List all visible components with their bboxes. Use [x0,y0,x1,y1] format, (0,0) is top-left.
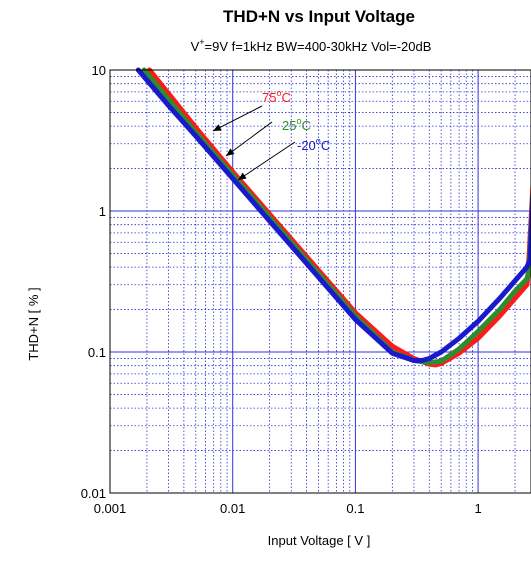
annotation-unit: C [281,90,290,105]
annotation-unit: C [301,118,310,133]
series-line [135,67,531,363]
subtitle-rest: =9V f=1kHz BW=400-30kHz Vol=-20dB [205,39,432,54]
annotation-label: 25oC [282,116,311,133]
y-tick-label: 0.1 [88,345,106,360]
chart-subtitle: V+=9V f=1kHz BW=400-30kHz Vol=-20dB [191,37,432,54]
series-layer [135,67,531,368]
annotation-arrow-line [237,141,296,181]
subtitle-v: V [191,39,200,54]
chart-title: THD+N vs Input Voltage [223,7,415,26]
x-tick-label: 0.01 [220,501,245,516]
annotation-degree: o [316,136,321,146]
annotation-unit: C [321,138,330,153]
x-tick-label: 1 [474,501,481,516]
x-tick-label: 0.1 [346,501,364,516]
annotation-label: -20oC [297,136,330,153]
annotation-value: -20 [297,138,316,153]
x-tick-label: 0.001 [94,501,127,516]
annotation-arrow-line [212,105,263,132]
x-axis-label: Input Voltage [ V ] [268,533,371,548]
y-tick-labels: 0.01 0.1 1 10 [81,63,106,501]
plot-border [109,69,531,494]
y-axis-label: THD+N [ % ] [26,287,41,360]
annotation-degree: o [276,88,281,98]
annotation-value: 75 [262,90,276,105]
annotation-label: 75oC [262,88,291,105]
annotation-arrowhead [213,124,222,131]
plot-frame [109,69,531,494]
annotation-degree: o [296,116,301,126]
annotation-arrowhead [238,172,247,180]
y-tick-label: 1 [99,204,106,219]
annotation-arrowhead [226,148,235,156]
y-tick-label: 10 [92,63,106,78]
x-tick-labels: 0.001 0.01 0.1 1 [94,501,482,516]
annotation-value: 25 [282,118,296,133]
y-tick-label: 0.01 [81,486,106,501]
annotation-arrow-line [225,121,273,157]
subtitle-v-sup: + [199,37,204,47]
